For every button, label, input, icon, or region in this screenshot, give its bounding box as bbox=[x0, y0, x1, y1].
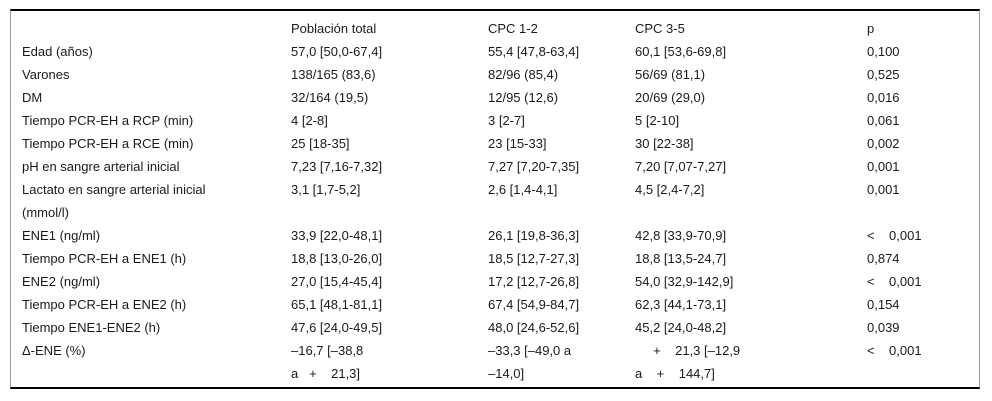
cell-cpc35: 56/69 (81,1) bbox=[635, 67, 706, 82]
row-label: Edad (años) bbox=[22, 44, 93, 59]
row-label: pH en sangre arterial inicial bbox=[22, 159, 180, 174]
cell-cpc12: 18,5 [12,7-27,3] bbox=[488, 251, 580, 266]
cell-p: 0,154 bbox=[867, 297, 900, 312]
header-row: Población total CPC 1-2 CPC 3-5 p bbox=[11, 17, 979, 40]
results-table: Población total CPC 1-2 CPC 3-5 p Edad (… bbox=[11, 17, 979, 385]
header-cpc-3-5: CPC 3-5 bbox=[635, 21, 685, 36]
cell-cpc35: 7,20 [7,07-7,27] bbox=[635, 159, 727, 174]
cell-cpc12: 55,4 [47,8-63,4] bbox=[488, 44, 580, 59]
cell-total: 47,6 [24,0-49,5] bbox=[291, 320, 383, 335]
cell-p: 0,061 bbox=[867, 113, 900, 128]
table-row-tiempo-ene2: Tiempo PCR-EH a ENE2 (h) 65,1 [48,1-81,1… bbox=[11, 293, 979, 316]
cell-p: < 0,001 bbox=[867, 228, 922, 243]
cell-total: 138/165 (83,6) bbox=[291, 67, 376, 82]
header-empty bbox=[11, 17, 291, 40]
cell-cpc35: 62,3 [44,1-73,1] bbox=[635, 297, 727, 312]
cell-total: 57,0 [50,0-67,4] bbox=[291, 44, 383, 59]
cell-cpc12: –33,3 [–49,0 a –14,0] bbox=[488, 343, 572, 381]
cell-cpc35: 30 [22-38] bbox=[635, 136, 694, 151]
table-row-edad: Edad (años) 57,0 [50,0-67,4] 55,4 [47,8-… bbox=[11, 40, 979, 63]
row-label: Tiempo ENE1-ENE2 (h) bbox=[22, 320, 161, 335]
header-p-value: p bbox=[867, 21, 875, 36]
row-label: Varones bbox=[22, 67, 70, 82]
cell-cpc35: 60,1 [53,6-69,8] bbox=[635, 44, 727, 59]
row-label: DM bbox=[22, 90, 43, 105]
cell-total: 7,23 [7,16-7,32] bbox=[291, 159, 383, 174]
cell-p: 0,525 bbox=[867, 67, 900, 82]
cell-total: 27,0 [15,4-45,4] bbox=[291, 274, 383, 289]
cell-p: 0,016 bbox=[867, 90, 900, 105]
table-row-tiempo-rce: Tiempo PCR-EH a RCE (min) 25 [18-35] 23 … bbox=[11, 132, 979, 155]
cell-cpc12: 26,1 [19,8-36,3] bbox=[488, 228, 580, 243]
row-label: ENE2 (ng/ml) bbox=[22, 274, 101, 289]
cell-p: 0,039 bbox=[867, 320, 900, 335]
cell-total: 3,1 [1,7-5,2] bbox=[291, 182, 361, 197]
cell-cpc12: 2,6 [1,4-4,1] bbox=[488, 182, 558, 197]
row-label: Tiempo PCR-EH a ENE2 (h) bbox=[22, 297, 187, 312]
header-poblacion-total: Población total bbox=[291, 21, 377, 36]
cell-cpc35: 5 [2-10] bbox=[635, 113, 680, 128]
table-row-varones: Varones 138/165 (83,6) 82/96 (85,4) 56/6… bbox=[11, 63, 979, 86]
cell-cpc12: 67,4 [54,9-84,7] bbox=[488, 297, 580, 312]
cell-total: 4 [2-8] bbox=[291, 113, 328, 128]
cell-total: 25 [18-35] bbox=[291, 136, 350, 151]
table-row-ph: pH en sangre arterial inicial 7,23 [7,16… bbox=[11, 155, 979, 178]
table-row-delta-ene: Δ-ENE (%) –16,7 [–38,8 a + 21,3] –33,3 [… bbox=[11, 339, 979, 385]
row-label: Tiempo PCR-EH a RCP (min) bbox=[22, 113, 194, 128]
cell-cpc35: 18,8 [13,5-24,7] bbox=[635, 251, 727, 266]
cell-total: 18,8 [13,0-26,0] bbox=[291, 251, 383, 266]
cell-cpc35: 54,0 [32,9-142,9] bbox=[635, 274, 734, 289]
cell-cpc12: 17,2 [12,7-26,8] bbox=[488, 274, 580, 289]
cell-cpc12: 7,27 [7,20-7,35] bbox=[488, 159, 580, 174]
table-row-tiempo-ene1: Tiempo PCR-EH a ENE1 (h) 18,8 [13,0-26,0… bbox=[11, 247, 979, 270]
cell-p: 0,002 bbox=[867, 136, 900, 151]
table-row-ene1: ENE1 (ng/ml) 33,9 [22,0-48,1] 26,1 [19,8… bbox=[11, 224, 979, 247]
table-row-dm: DM 32/164 (19,5) 12/95 (12,6) 20/69 (29,… bbox=[11, 86, 979, 109]
cell-total: 65,1 [48,1-81,1] bbox=[291, 297, 383, 312]
table-row-tiempo-rcp: Tiempo PCR-EH a RCP (min) 4 [2-8] 3 [2-7… bbox=[11, 109, 979, 132]
results-table-frame: Población total CPC 1-2 CPC 3-5 p Edad (… bbox=[10, 9, 980, 389]
cell-p: 0,100 bbox=[867, 44, 900, 59]
row-label: Tiempo PCR-EH a RCE (min) bbox=[22, 136, 194, 151]
cell-cpc12: 12/95 (12,6) bbox=[488, 90, 559, 105]
row-label: ENE1 (ng/ml) bbox=[22, 228, 101, 243]
table-row-lactato: Lactato en sangre arterial inicial (mmol… bbox=[11, 178, 979, 224]
cell-p: < 0,001 bbox=[867, 343, 922, 358]
row-label: Lactato en sangre arterial inicial (mmol… bbox=[22, 182, 206, 220]
cell-cpc35: 45,2 [24,0-48,2] bbox=[635, 320, 727, 335]
cell-cpc35: 42,8 [33,9-70,9] bbox=[635, 228, 727, 243]
cell-cpc35: 20/69 (29,0) bbox=[635, 90, 706, 105]
cell-cpc12: 23 [15-33] bbox=[488, 136, 547, 151]
cell-p: < 0,001 bbox=[867, 274, 922, 289]
cell-cpc12: 82/96 (85,4) bbox=[488, 67, 559, 82]
cell-cpc12: 3 [2-7] bbox=[488, 113, 525, 128]
cell-p: 0,001 bbox=[867, 159, 900, 174]
table-row-tiempo-ene1-ene2: Tiempo ENE1-ENE2 (h) 47,6 [24,0-49,5] 48… bbox=[11, 316, 979, 339]
row-label: Tiempo PCR-EH a ENE1 (h) bbox=[22, 251, 187, 266]
cell-total: –16,7 [–38,8 a + 21,3] bbox=[291, 343, 364, 381]
header-cpc-1-2: CPC 1-2 bbox=[488, 21, 538, 36]
cell-p: 0,874 bbox=[867, 251, 900, 266]
cell-cpc35: + 21,3 [–12,9 a + 144,7] bbox=[635, 343, 741, 381]
cell-cpc12: 48,0 [24,6-52,6] bbox=[488, 320, 580, 335]
cell-total: 33,9 [22,0-48,1] bbox=[291, 228, 383, 243]
cell-total: 32/164 (19,5) bbox=[291, 90, 369, 105]
cell-p: 0,001 bbox=[867, 182, 900, 197]
cell-cpc35: 4,5 [2,4-7,2] bbox=[635, 182, 705, 197]
table-row-ene2: ENE2 (ng/ml) 27,0 [15,4-45,4] 17,2 [12,7… bbox=[11, 270, 979, 293]
row-label: Δ-ENE (%) bbox=[22, 343, 86, 358]
